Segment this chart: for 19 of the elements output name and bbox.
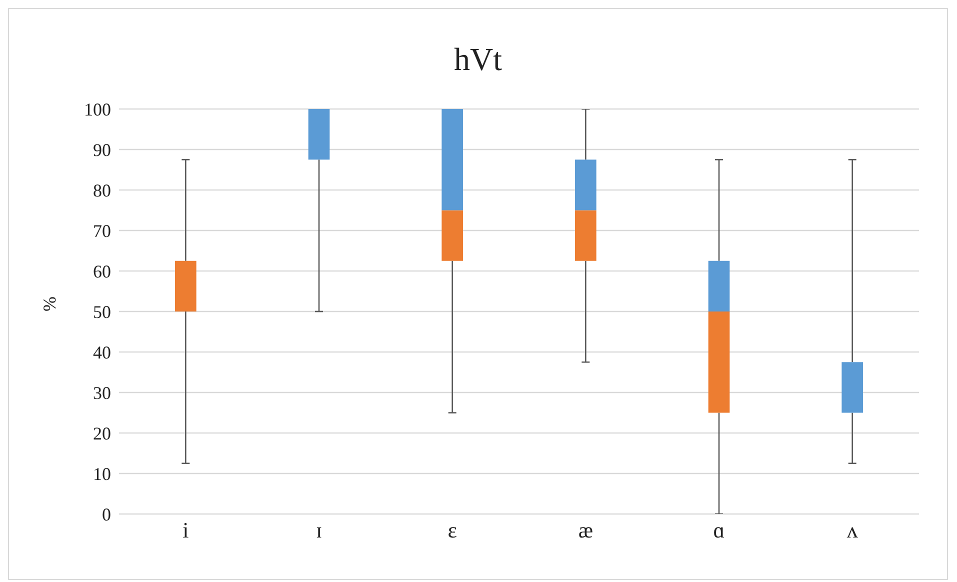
y-tick-label: 10 [93,464,111,484]
y-tick-label: 70 [93,220,111,241]
y-tick-label: 20 [93,423,111,444]
x-tick-label: æ [578,518,594,543]
y-tick-label: 0 [102,504,111,524]
y-tick-label: 50 [93,302,111,322]
y-tick-label: 80 [93,180,111,200]
chart-title: hVt [453,41,503,78]
y-tick-label: 100 [84,99,111,120]
y-axis-title: % [39,296,60,312]
x-tick-label: ɛ [448,518,457,543]
y-tick-label: 30 [93,382,111,403]
x-tick-label: ɑ [713,518,725,543]
y-tick-label: 40 [93,342,111,362]
y-tick-label: 90 [93,140,111,160]
y-tick-label: 60 [93,261,111,282]
x-tick-label: i [182,518,189,543]
x-tick-label: ʌ [846,518,858,543]
x-tick-label: ɪ [316,518,322,543]
